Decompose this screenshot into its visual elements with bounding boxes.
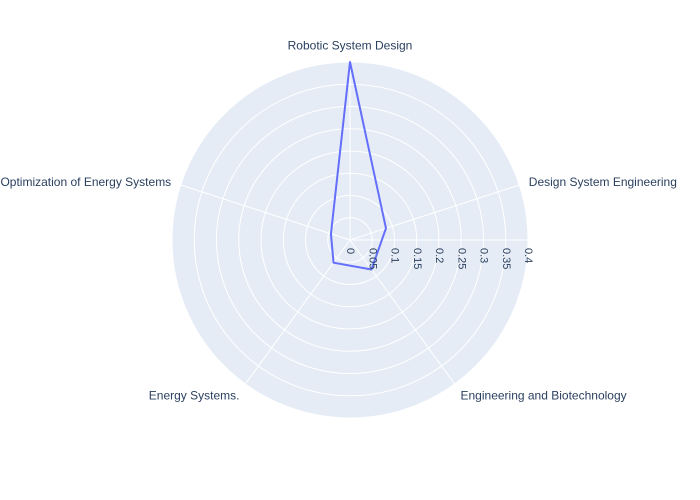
category-label-optimization-of-energy-systems: Optimization of Energy Systems (0, 175, 171, 189)
radial-axis-ticks: 0 0.05 0.1 0.15 0.2 0.25 0.3 0.35 0.4 (344, 248, 534, 269)
polar-grid (171, 61, 529, 419)
grid-spoke (244, 239, 351, 385)
grid-spoke (180, 184, 351, 241)
grid-spoke (349, 184, 520, 241)
radial-tick-label: 0.05 (366, 248, 378, 269)
radial-tick-label: 0.1 (389, 248, 401, 263)
category-label-robotic-system-design: Robotic System Design (288, 39, 413, 53)
series-point-4 (330, 233, 332, 235)
radial-tick-label: 0.15 (411, 248, 423, 269)
radial-tick-label: 0.35 (500, 248, 512, 269)
series-layer (329, 61, 387, 271)
radial-tick-label: 0.2 (433, 248, 445, 263)
category-label-engineering-and-biotechnology: Engineering and Biotechnology (461, 388, 627, 402)
angular-axis-labels: Robotic System Design Design System Engi… (0, 39, 676, 403)
radial-tick-label: 0.3 (478, 248, 490, 263)
category-label-design-system-engineering: Design System Engineering (529, 175, 677, 189)
series-line (329, 61, 387, 271)
radial-tick-label: 0.4 (522, 248, 534, 263)
category-label-energy-systems: Energy Systems. (149, 388, 240, 402)
grid-spoke (349, 239, 456, 385)
series-point-3 (333, 262, 335, 264)
series-point-0 (349, 61, 351, 63)
series-point-2 (370, 269, 372, 271)
radial-tick-label: 0 (344, 248, 356, 254)
series-point-1 (385, 227, 387, 229)
radial-tick-label: 0.25 (455, 248, 467, 269)
